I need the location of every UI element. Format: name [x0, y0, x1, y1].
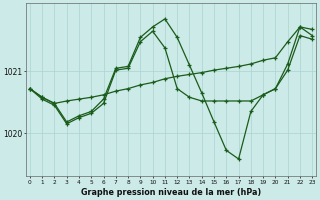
X-axis label: Graphe pression niveau de la mer (hPa): Graphe pression niveau de la mer (hPa): [81, 188, 261, 197]
